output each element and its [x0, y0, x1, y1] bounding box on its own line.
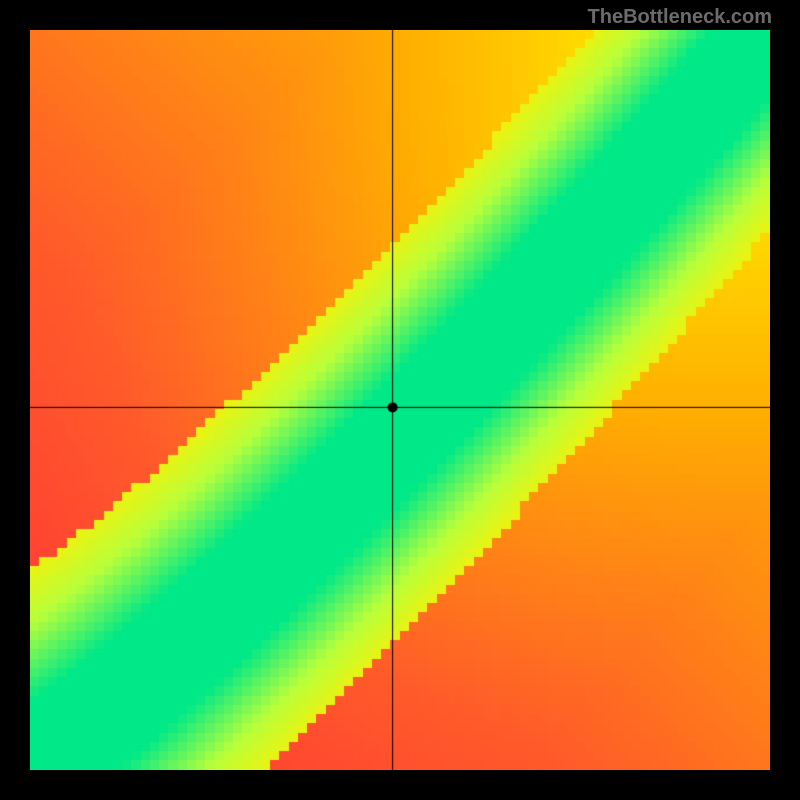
- heatmap-canvas: [30, 30, 770, 770]
- chart-container: TheBottleneck.com: [0, 0, 800, 800]
- plot-area: [30, 30, 770, 770]
- watermark-text: TheBottleneck.com: [588, 6, 772, 29]
